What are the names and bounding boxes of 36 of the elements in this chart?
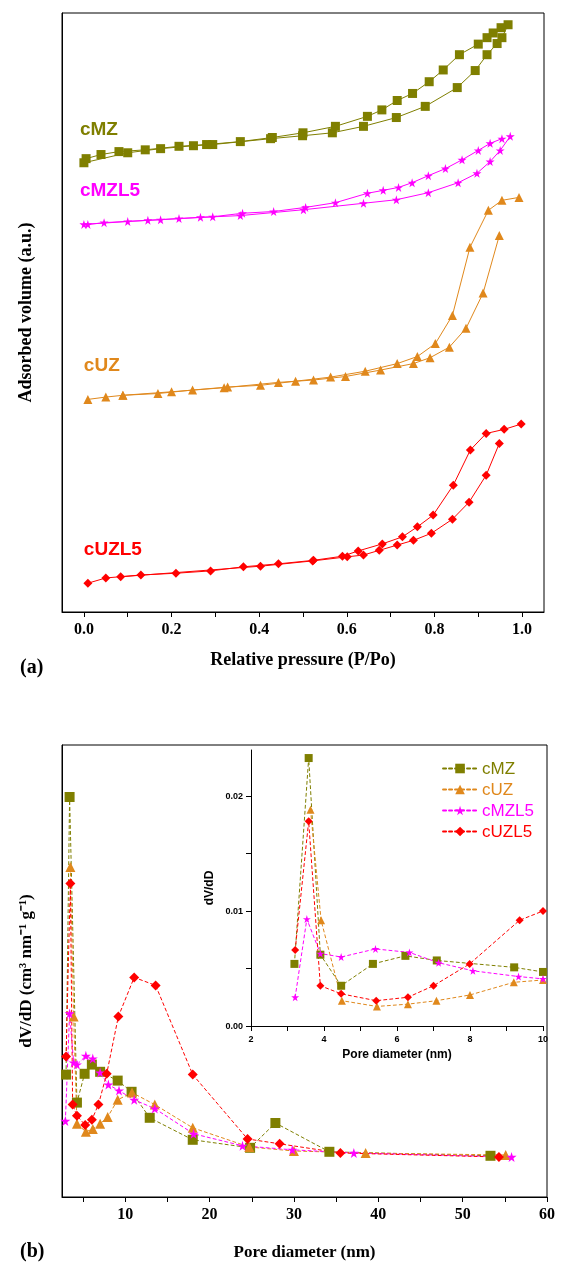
series-label: cMZ (79, 117, 119, 139)
y-axis-title: Adsorbed volume (a.u.) (15, 222, 36, 403)
x-tick-label: 0.2 (161, 619, 182, 637)
series-label: cUZ (83, 354, 121, 376)
legend-label: cMZL5 (482, 801, 535, 820)
x-tick-label: 0.8 (424, 619, 445, 637)
x-axis-title: Pore diameter (nm) (233, 1242, 376, 1261)
y-axis-title: dV/dD (201, 870, 216, 906)
x-axis-title: Pore diameter (nm) (342, 1047, 452, 1061)
y-tick-label: 0.00 (225, 1021, 243, 1031)
series-label: cUZL5 (83, 538, 143, 560)
y-axis-title: dV/dD (cm³ nm⁻¹ g⁻¹) (16, 894, 35, 1048)
x-tick-label: 8 (467, 1033, 473, 1044)
x-tick-label: 2 (248, 1033, 254, 1044)
x-tick-label: 4 (321, 1033, 327, 1044)
x-tick-label: 30 (285, 1204, 302, 1222)
text: (a) (20, 655, 44, 678)
x-tick-label: 60 (539, 1204, 555, 1222)
x-tick-label: 1.0 (512, 619, 533, 637)
legend-label: cUZ (482, 780, 514, 799)
legend-label: cMZ (482, 759, 516, 778)
x-tick-label: 0.0 (73, 619, 94, 637)
series-label: cMZL5 (79, 179, 141, 201)
x-axis-title: Relative pressure (P/Po) (210, 649, 396, 670)
x-tick-label: 40 (370, 1204, 387, 1222)
legend-label: cUZL5 (482, 822, 533, 841)
y-tick-label: 0.02 (225, 791, 243, 801)
x-tick-label: 6 (394, 1033, 400, 1044)
x-tick-label: 0.6 (336, 619, 357, 637)
text: (b) (20, 1239, 45, 1262)
x-tick-label: 20 (201, 1204, 218, 1222)
x-tick-label: 10 (537, 1033, 549, 1044)
x-tick-label: 10 (117, 1204, 134, 1222)
y-tick-label: 0.01 (225, 906, 243, 916)
x-tick-label: 0.4 (249, 619, 270, 637)
x-tick-label: 50 (454, 1204, 471, 1222)
